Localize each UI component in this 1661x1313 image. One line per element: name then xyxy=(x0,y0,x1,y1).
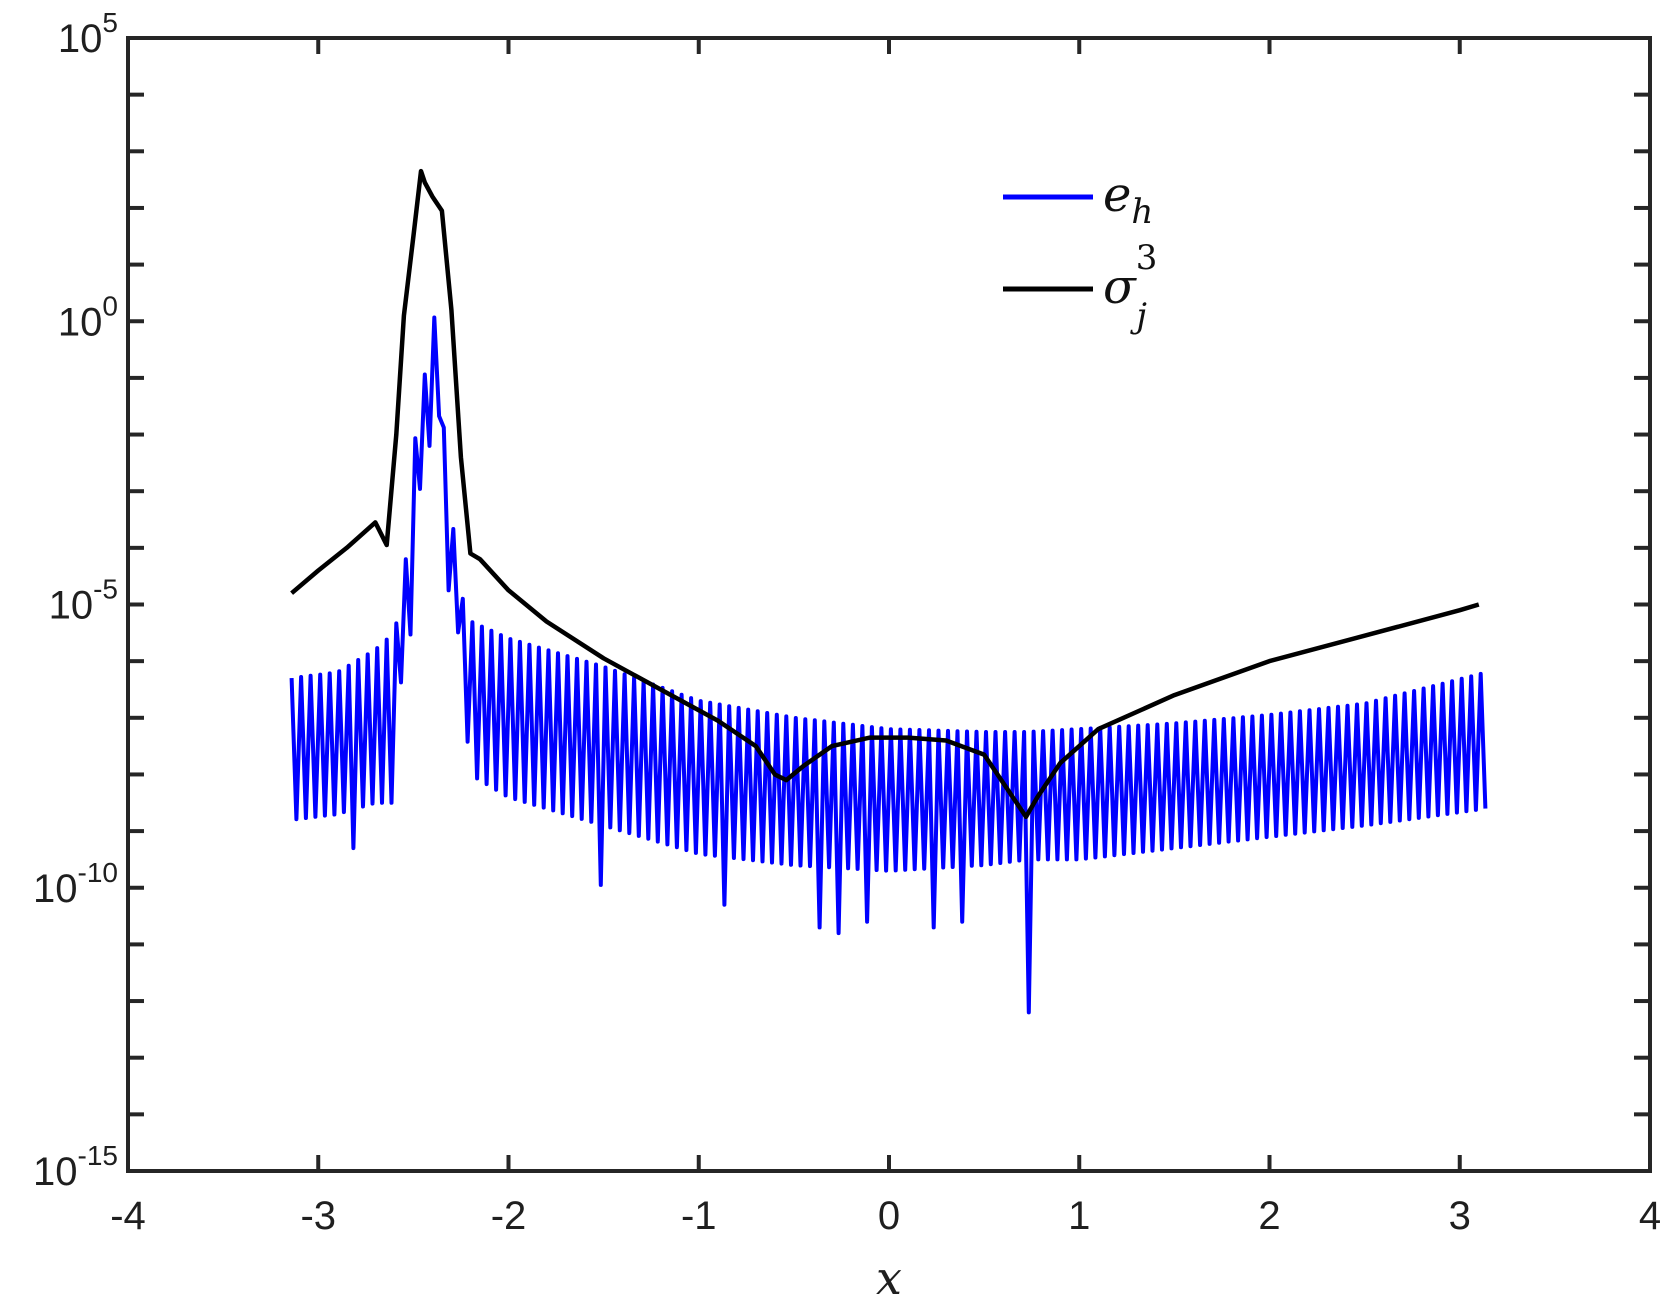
y-tick-label: 105 xyxy=(58,7,118,61)
y-tick-labels: 105 100 10-5 10-10 10-15 xyxy=(33,7,118,1194)
x-tick-label: -4 xyxy=(110,1194,146,1238)
x-tick-label: -2 xyxy=(491,1194,527,1238)
x-tick-labels: -4 -3 -2 -1 0 1 2 3 4 xyxy=(110,1194,1661,1238)
y-tick-label: 10-5 xyxy=(49,574,118,628)
x-tick-label: 4 xyxy=(1639,1194,1661,1238)
x-tick-label: -3 xyxy=(300,1194,336,1238)
series-line-sigma-j xyxy=(290,168,1480,820)
x-axis-label: x xyxy=(876,1251,902,1305)
x-tick-label: 2 xyxy=(1258,1194,1280,1238)
legend-label: eh xyxy=(1103,167,1153,232)
x-tick-label: 1 xyxy=(1068,1194,1090,1238)
x-tick-label: -1 xyxy=(681,1194,717,1238)
y-tick-label: 10-10 xyxy=(33,857,118,911)
x-tick-label: 0 xyxy=(878,1194,900,1238)
series-line-e-h xyxy=(289,315,1488,1015)
y-tick-label: 10-15 xyxy=(33,1140,118,1194)
series-layer xyxy=(289,168,1488,1015)
x-tick-label: 3 xyxy=(1449,1194,1471,1238)
y-tick-label: 100 xyxy=(58,290,118,344)
tick-layer xyxy=(126,36,1652,1173)
